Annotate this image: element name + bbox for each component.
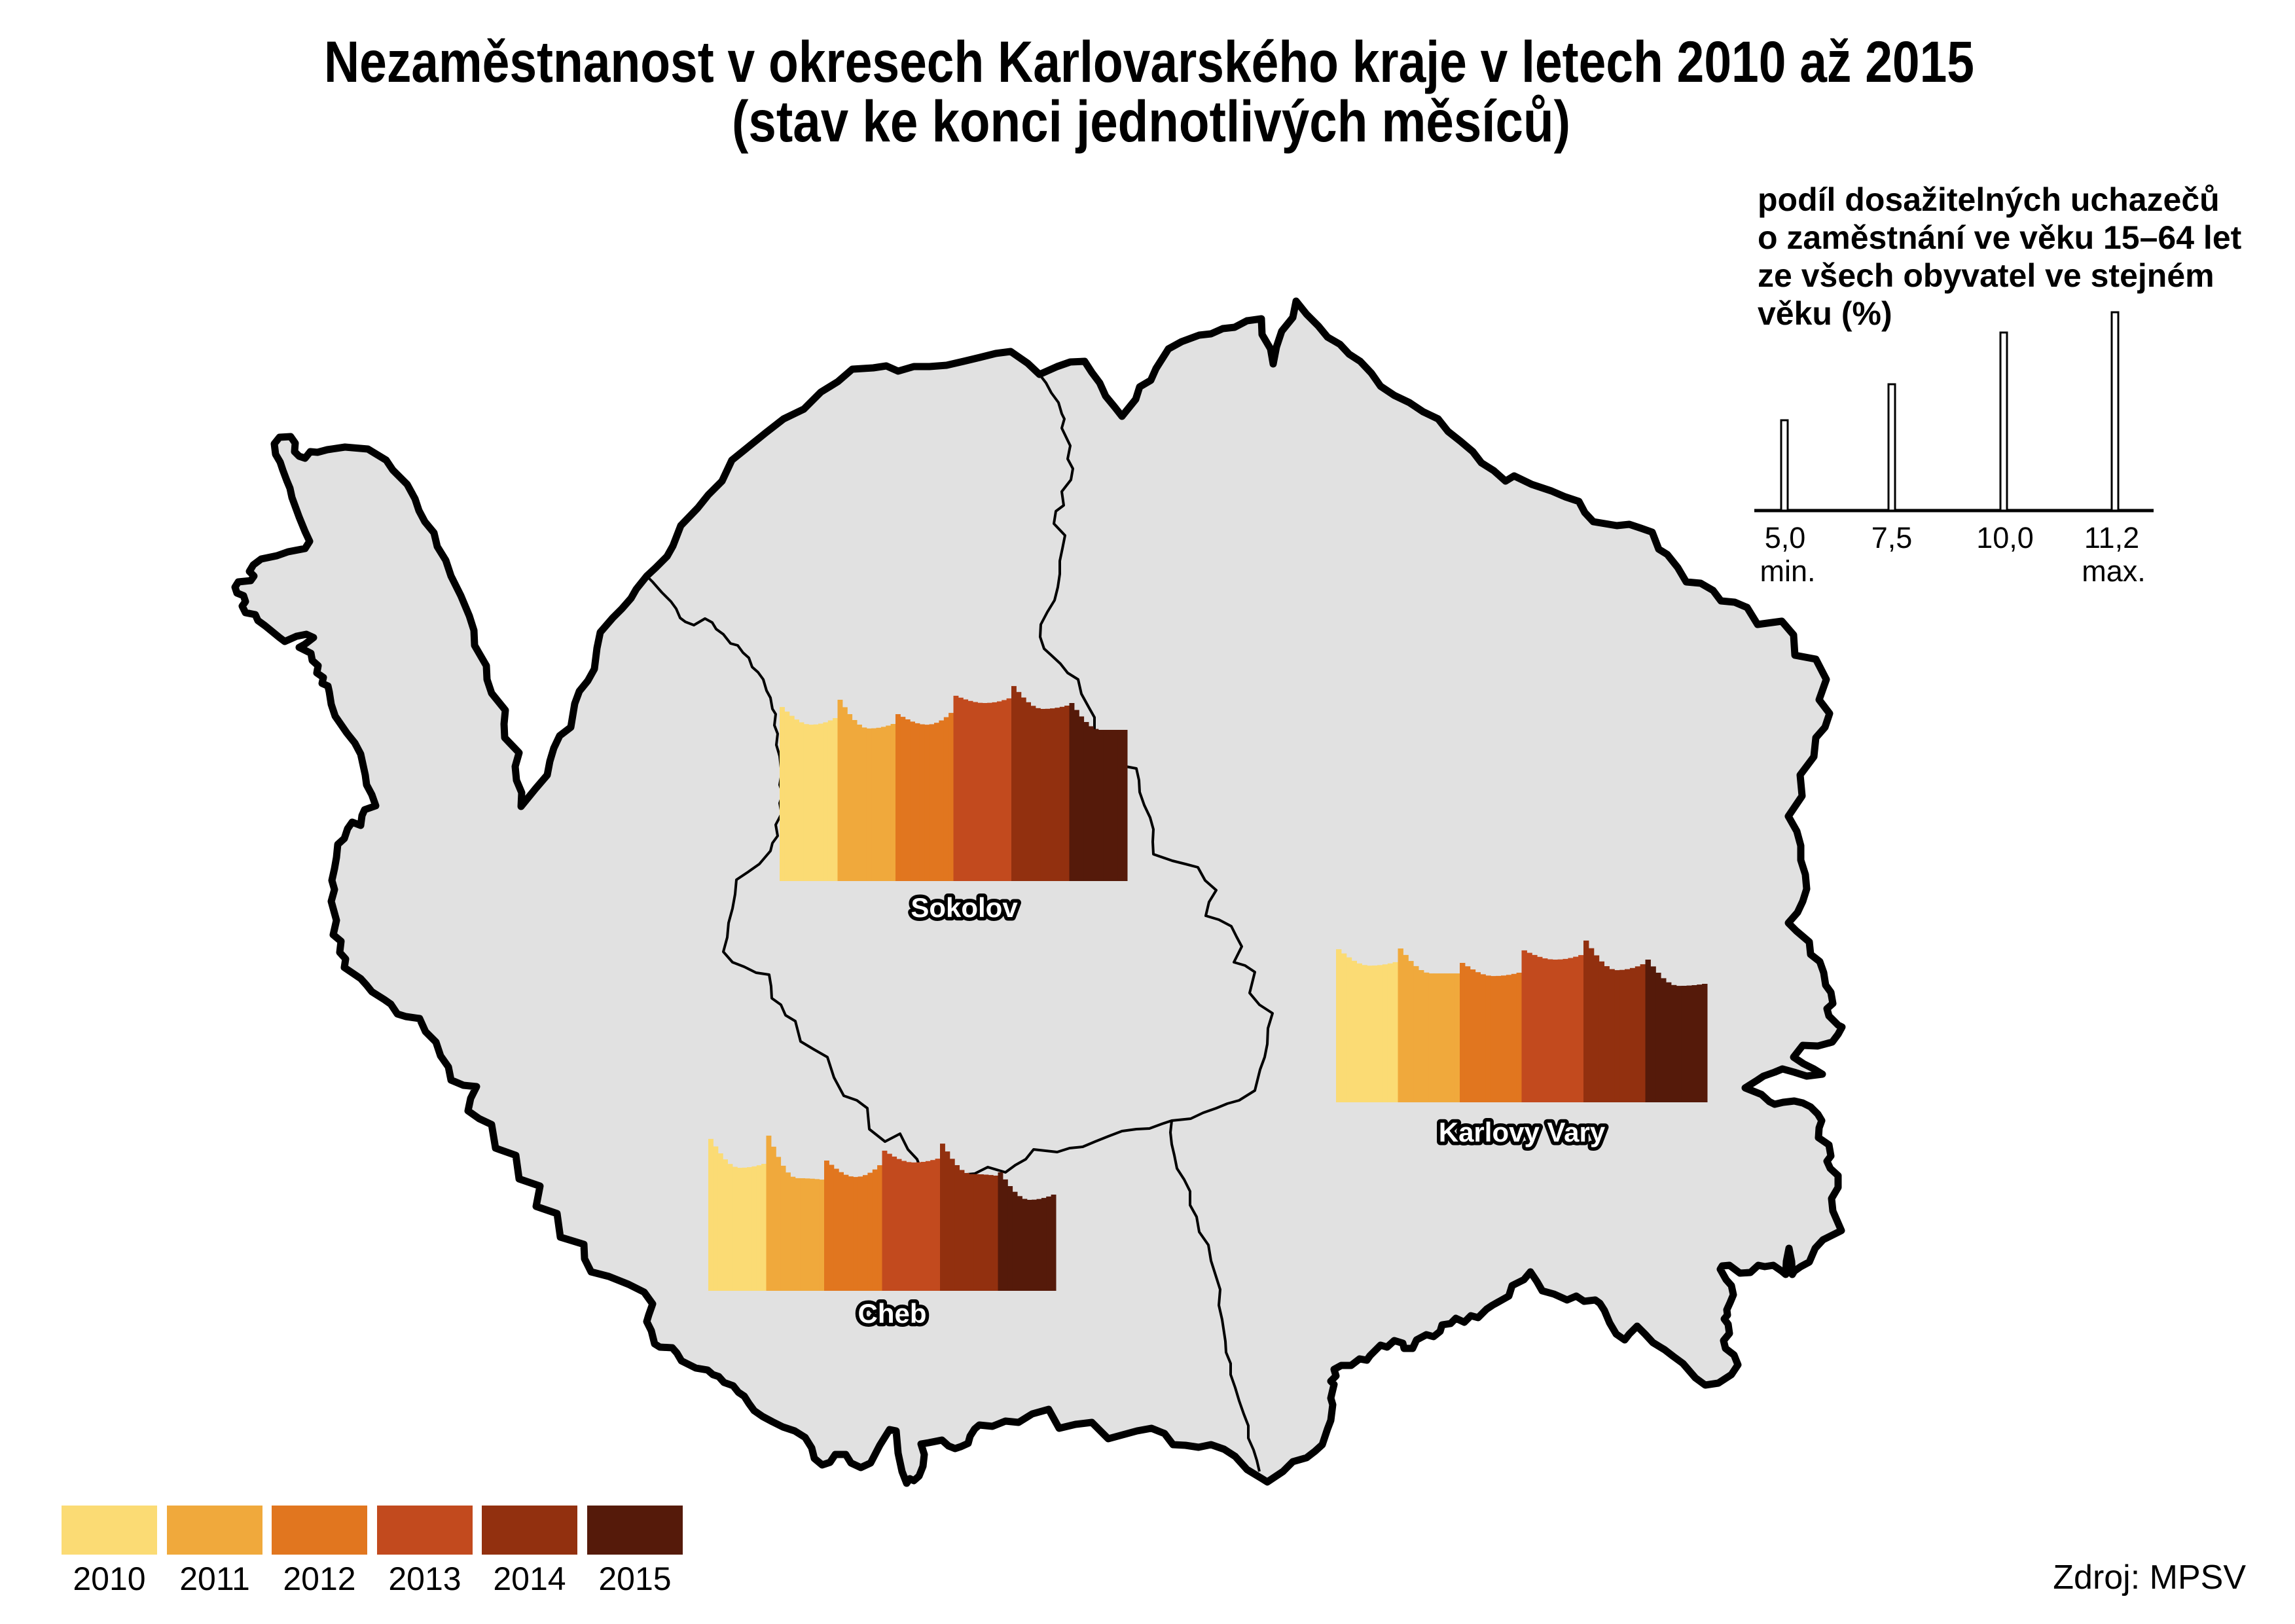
svg-text:podíl dosažitelných uchazečů: podíl dosažitelných uchazečů <box>1758 181 2220 218</box>
svg-text:2014: 2014 <box>493 1561 566 1597</box>
svg-text:Karlovy Vary: Karlovy Vary <box>1439 1117 1606 1147</box>
svg-text:Zdroj: MPSV: Zdroj: MPSV <box>2053 1559 2246 1597</box>
svg-text:max.: max. <box>2082 554 2146 588</box>
svg-text:2013: 2013 <box>388 1561 461 1597</box>
svg-text:Sokolov: Sokolov <box>911 892 1018 923</box>
svg-text:10,0: 10,0 <box>1976 521 2034 554</box>
svg-text:11,2: 11,2 <box>2084 521 2139 554</box>
svg-text:2012: 2012 <box>283 1561 355 1597</box>
svg-text:Cheb: Cheb <box>858 1298 927 1329</box>
svg-text:o zaměstnání ve věku 15–64 let: o zaměstnání ve věku 15–64 let <box>1758 219 2242 256</box>
svg-text:min.: min. <box>1760 554 1815 588</box>
svg-text:Nezaměstnanost v okresech Karl: Nezaměstnanost v okresech Karlovarského … <box>324 29 1974 94</box>
svg-text:věku (%): věku (%) <box>1758 295 1892 332</box>
svg-text:5,0: 5,0 <box>1765 521 1806 554</box>
svg-text:(stav ke konci jednotlivých mě: (stav ke konci jednotlivých měsíců) <box>732 88 1570 154</box>
svg-text:2010: 2010 <box>73 1561 145 1597</box>
svg-text:2015: 2015 <box>598 1561 671 1597</box>
svg-text:ze všech obyvatel ve stejném: ze všech obyvatel ve stejném <box>1758 257 2214 294</box>
svg-text:7,5: 7,5 <box>1871 521 1913 554</box>
svg-text:2011: 2011 <box>179 1561 250 1597</box>
